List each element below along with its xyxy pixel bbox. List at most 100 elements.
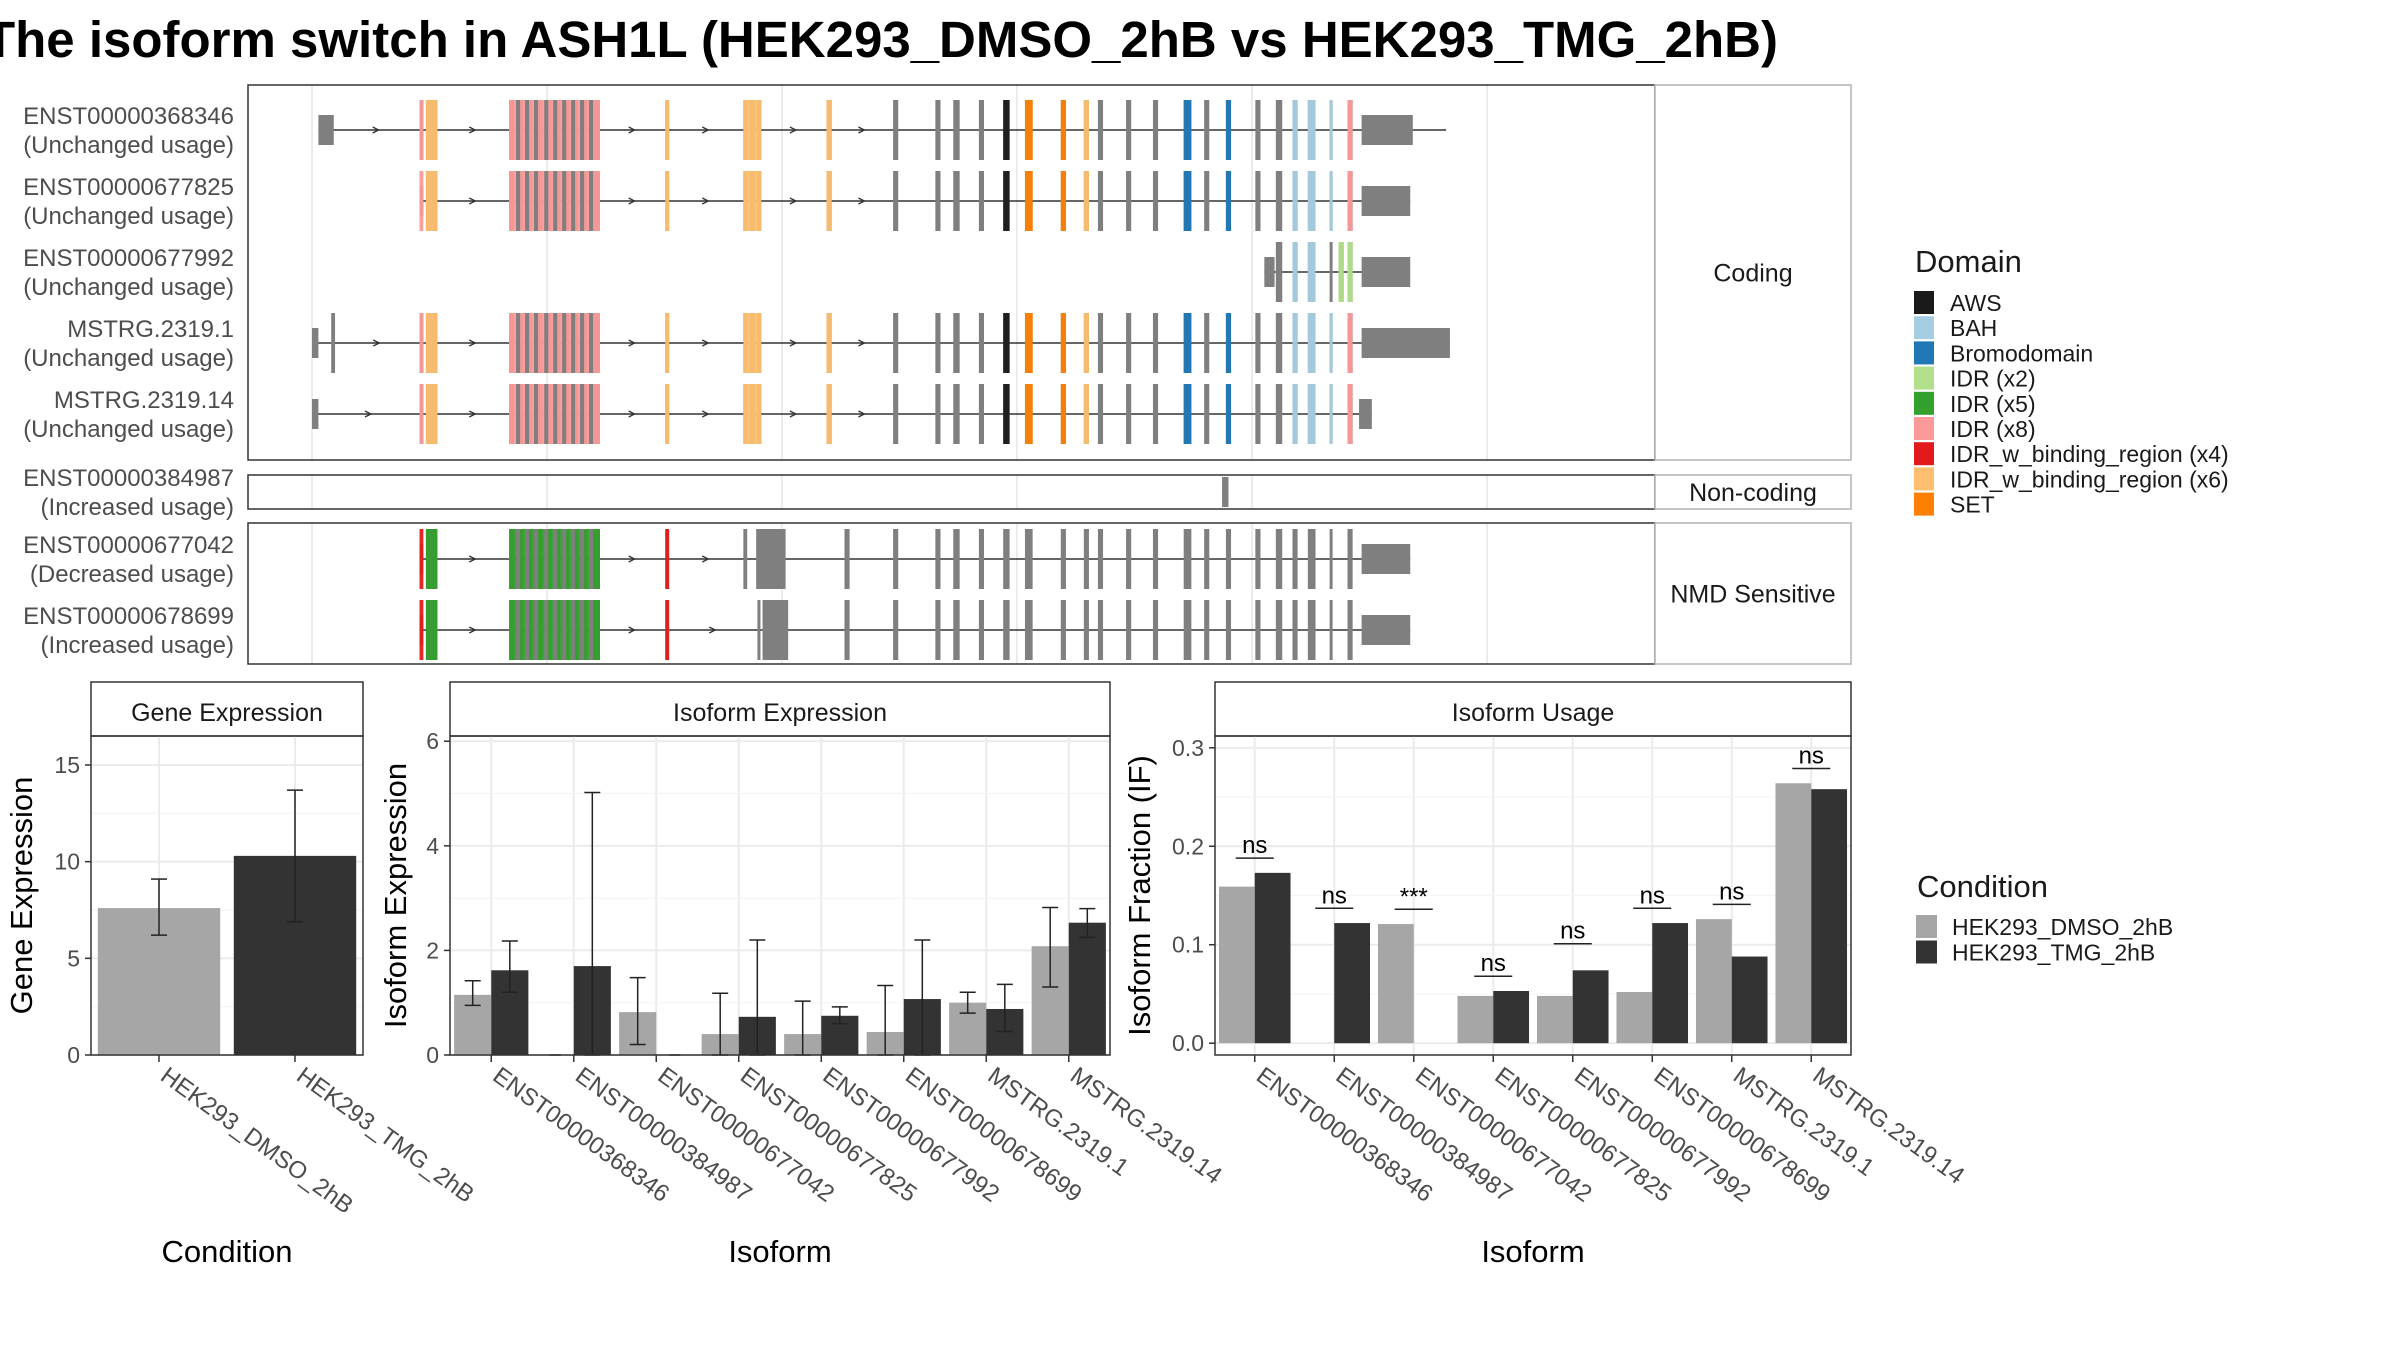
condition-legend-key <box>1916 915 1937 938</box>
domain-segment <box>425 171 438 231</box>
exon-boundary-stripe <box>534 384 538 444</box>
domain-segment <box>826 313 832 373</box>
panel-strip <box>1654 84 1852 461</box>
exon-boundary-stripe <box>571 171 576 231</box>
exon-boundary-stripe <box>534 171 538 231</box>
exon-block <box>312 399 319 429</box>
exon-block <box>953 384 960 444</box>
exon-boundary-stripe <box>589 100 594 160</box>
intron-direction-arrow <box>628 555 637 563</box>
significance-label: *** <box>1400 883 1428 910</box>
exon-boundary-stripe <box>571 529 576 589</box>
intron-direction-arrow <box>701 555 710 563</box>
exon-boundary-stripe <box>516 384 521 444</box>
exon-boundary-stripe <box>562 171 567 231</box>
bar <box>1695 919 1732 1044</box>
domain-segment <box>425 529 438 589</box>
exon-block <box>1083 600 1089 660</box>
exon-block <box>893 384 899 444</box>
exon-boundary-stripe <box>544 100 549 160</box>
exon-block <box>978 313 984 373</box>
exon-block <box>1126 529 1132 589</box>
exon-block <box>1255 100 1261 160</box>
domain-segment <box>1307 313 1316 373</box>
exon-block <box>935 384 941 444</box>
domain-legend-label: SET <box>1950 492 1995 518</box>
domain-segment <box>419 600 424 660</box>
exon-boundary-stripe <box>544 171 549 231</box>
exon-block <box>1361 544 1411 574</box>
exon-block <box>844 529 850 589</box>
transcript-structure-panel: ENST00000368346 (Unchanged usage) ENST0000… <box>23 84 1852 665</box>
intron-direction-arrow <box>858 197 866 205</box>
x-tick-label: MSTRG.2319.1 <box>983 1062 1134 1182</box>
domain-segment <box>419 171 424 231</box>
domain-segment <box>665 171 670 231</box>
domain-segment <box>1183 100 1192 160</box>
bar <box>1572 970 1609 1044</box>
exon-block <box>1275 100 1283 160</box>
domain-segment <box>1083 171 1089 231</box>
intron-direction-arrow <box>858 126 866 134</box>
intron-direction-arrow <box>468 339 477 347</box>
exon-boundary-stripe <box>553 600 558 660</box>
exon-block <box>893 600 899 660</box>
transcript-id-label: ENST00000368346 <box>23 103 234 130</box>
domain-segment <box>1183 384 1192 444</box>
transcript-id-label: ENST00000678699 <box>23 603 234 630</box>
structure-panel-background <box>248 85 1655 460</box>
intron-direction-arrow <box>858 410 866 418</box>
exon-boundary-stripe <box>589 171 594 231</box>
domain-segment <box>1003 100 1010 160</box>
domain-segment <box>1060 384 1066 444</box>
exon-boundary-stripe <box>580 100 585 160</box>
exon-block <box>1003 600 1010 660</box>
domain-segment <box>1292 171 1298 231</box>
exon-boundary-stripe <box>562 100 567 160</box>
domain-legend-key <box>1914 341 1934 365</box>
domain-legend-key <box>1914 291 1934 314</box>
domain-legend-label: IDR_w_binding_region (x6) <box>1950 466 2229 492</box>
exon-block <box>1255 529 1261 589</box>
transcript-usage-label: (Unchanged usage) <box>23 274 234 301</box>
exon-block <box>1126 600 1132 660</box>
exon-boundary-stripe <box>580 384 585 444</box>
domain-segment <box>743 384 762 444</box>
exon-block <box>935 100 941 160</box>
exon-boundary-stripe <box>589 384 594 444</box>
domain-segment <box>826 171 832 231</box>
exon-block <box>953 100 960 160</box>
exon-block <box>1307 600 1316 660</box>
exon-boundary-stripe <box>571 313 576 373</box>
domain-segment <box>665 600 670 660</box>
exon-block <box>1275 313 1283 373</box>
intron-direction-arrow <box>708 626 717 634</box>
domain-segment <box>425 384 438 444</box>
domain-segment <box>1225 384 1232 444</box>
x-tick-label: MSTRG.2319.14 <box>1065 1062 1227 1190</box>
transcript-id-label: MSTRG.2319.14 <box>54 387 234 414</box>
exon-block <box>1083 529 1089 589</box>
intron-direction-arrow <box>858 339 866 347</box>
exon-block <box>1126 313 1132 373</box>
chart-title-strip <box>1214 681 1852 737</box>
y-axis-title: Isoform Fraction (IF) <box>1122 755 1157 1036</box>
exon-block <box>1255 313 1261 373</box>
exon-block <box>1152 313 1159 373</box>
intron-direction-arrow <box>628 126 637 134</box>
exon-block <box>893 100 899 160</box>
bar <box>1652 923 1689 1044</box>
bar <box>1218 886 1255 1044</box>
domain-segment <box>419 313 424 373</box>
exon-boundary-stripe <box>534 313 538 373</box>
exon-boundary-stripe <box>589 600 594 660</box>
exon-block <box>1225 529 1232 589</box>
exon-block <box>1275 529 1283 589</box>
domain-segment <box>1329 313 1333 373</box>
exon-block <box>1275 242 1283 302</box>
domain-legend-label: Bromodomain <box>1950 340 2093 366</box>
domain-legend-key <box>1914 492 1934 516</box>
chart-title: Gene Expression <box>131 699 323 727</box>
exon-block <box>1359 399 1372 429</box>
panel-strip-label: Coding <box>1713 260 1792 288</box>
